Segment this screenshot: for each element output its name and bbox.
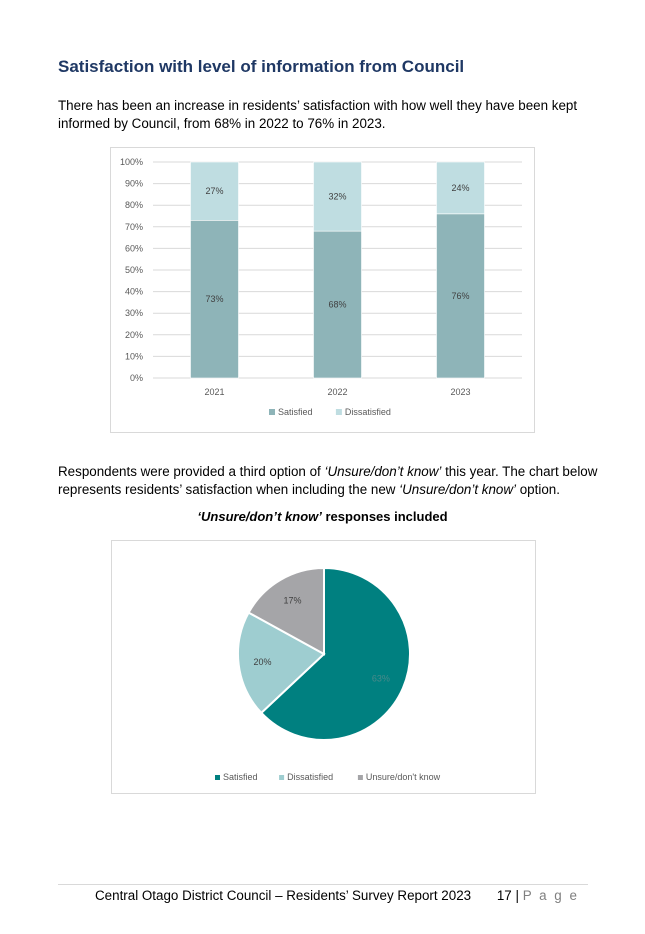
y-tick-label: 70% bbox=[125, 222, 143, 232]
legend-label: Dissatisfied bbox=[345, 407, 391, 417]
footer-page-number: 17 bbox=[496, 888, 512, 903]
footer-page-word: P a g e bbox=[522, 888, 579, 903]
legend-label: Unsure/don't know bbox=[366, 772, 441, 782]
pie-data-label: 17% bbox=[283, 596, 301, 606]
pie-slice-dissatisfied bbox=[237, 611, 326, 715]
pie-slice-unsure-don-t-know bbox=[247, 566, 325, 656]
pie-chart: 63% 20% 17% Satisfied Dissatisfied Unsure/don… bbox=[111, 540, 536, 794]
legend-swatch bbox=[215, 775, 220, 780]
unsure-paragraph: Respondents were provided a third option… bbox=[58, 463, 603, 499]
pie-chart-svg: 63% 20% 17% Satisfied Dissatisfied Unsure/don… bbox=[215, 566, 441, 782]
pie-slice-satisfied bbox=[259, 566, 411, 741]
legend-swatch bbox=[279, 775, 285, 780]
bar-data-label: 73% bbox=[205, 294, 223, 304]
bar-satisfied-2021 bbox=[190, 220, 239, 379]
paragraph-emphasis-2: ‘Unsure/don’t know’ bbox=[399, 482, 517, 497]
y-tick-label: 40% bbox=[125, 287, 143, 297]
bar-dissatisfied-2022 bbox=[313, 161, 362, 232]
y-tick-label: 0% bbox=[130, 373, 143, 383]
paragraph-text-2: this year. The chart below represents re… bbox=[58, 464, 598, 497]
paragraph-emphasis-1: ‘Unsure/don’t know’ bbox=[324, 464, 442, 479]
bar-data-label: 27% bbox=[205, 186, 223, 196]
stacked-bar-chart: 0% 10% 20% 30% 40% 50% 60% 70% 80% 90% 100% 73% 27% 2… bbox=[110, 147, 535, 433]
y-tick-label: 100% bbox=[120, 157, 143, 167]
x-tick-label: 2023 bbox=[450, 387, 470, 397]
footer-separator: | bbox=[515, 888, 519, 903]
bar-data-label: 24% bbox=[451, 183, 469, 193]
legend-swatch bbox=[269, 409, 275, 415]
legend-swatch bbox=[335, 409, 342, 415]
y-tick-label: 20% bbox=[125, 330, 143, 340]
y-tick-label: 90% bbox=[125, 179, 143, 189]
footer-divider bbox=[58, 884, 588, 885]
footer-report-title: Central Otago District Council – Residen… bbox=[95, 888, 472, 903]
paragraph-text-1: Respondents were provided a third option… bbox=[58, 464, 325, 479]
pie-chart-heading: ‘Unsure/don’t know’ responses included bbox=[0, 509, 645, 524]
legend-label: Satisfied bbox=[278, 407, 313, 417]
pie-data-label: 20% bbox=[254, 657, 272, 667]
x-tick-label: 2022 bbox=[327, 387, 347, 397]
pie-legend: Satisfied Dissatisfied Unsure/don't know bbox=[215, 772, 441, 782]
pie-heading-emphasis: ‘Unsure/don’t know’ bbox=[197, 509, 322, 524]
y-tick-label: 10% bbox=[125, 351, 143, 361]
legend-label: Dissatisfied bbox=[287, 772, 333, 782]
bar-data-label: 76% bbox=[451, 291, 469, 301]
intro-paragraph: There has been an increase in residents’… bbox=[58, 98, 578, 131]
section-heading: Satisfaction with level of information f… bbox=[58, 57, 465, 76]
pie-heading-rest: responses included bbox=[321, 509, 448, 524]
bar-satisfied-2022 bbox=[313, 230, 362, 379]
y-tick-label: 30% bbox=[125, 308, 143, 318]
bar-data-label: 32% bbox=[328, 192, 346, 202]
bar-dissatisfied-2023 bbox=[436, 161, 485, 215]
bar-chart-svg: 0% 10% 20% 30% 40% 50% 60% 70% 80% 90% 100% 73% 27% 2… bbox=[120, 157, 522, 417]
x-tick-label: 2021 bbox=[204, 387, 224, 397]
legend-swatch bbox=[357, 775, 363, 780]
paragraph-text-3: option. bbox=[516, 482, 560, 497]
bar-legend: Satisfied Dissatisfied bbox=[269, 407, 391, 417]
legend-label: Satisfied bbox=[223, 772, 258, 782]
y-tick-label: 80% bbox=[125, 200, 143, 210]
y-tick-label: 60% bbox=[125, 243, 143, 253]
bar-dissatisfied-2021 bbox=[190, 161, 239, 221]
page-footer: Central Otago District Council – Residen… bbox=[95, 888, 579, 903]
bar-data-label: 68% bbox=[328, 300, 346, 310]
bar-satisfied-2023 bbox=[436, 213, 485, 379]
pie-data-label: 63% bbox=[372, 674, 390, 684]
y-tick-label: 50% bbox=[125, 265, 143, 275]
